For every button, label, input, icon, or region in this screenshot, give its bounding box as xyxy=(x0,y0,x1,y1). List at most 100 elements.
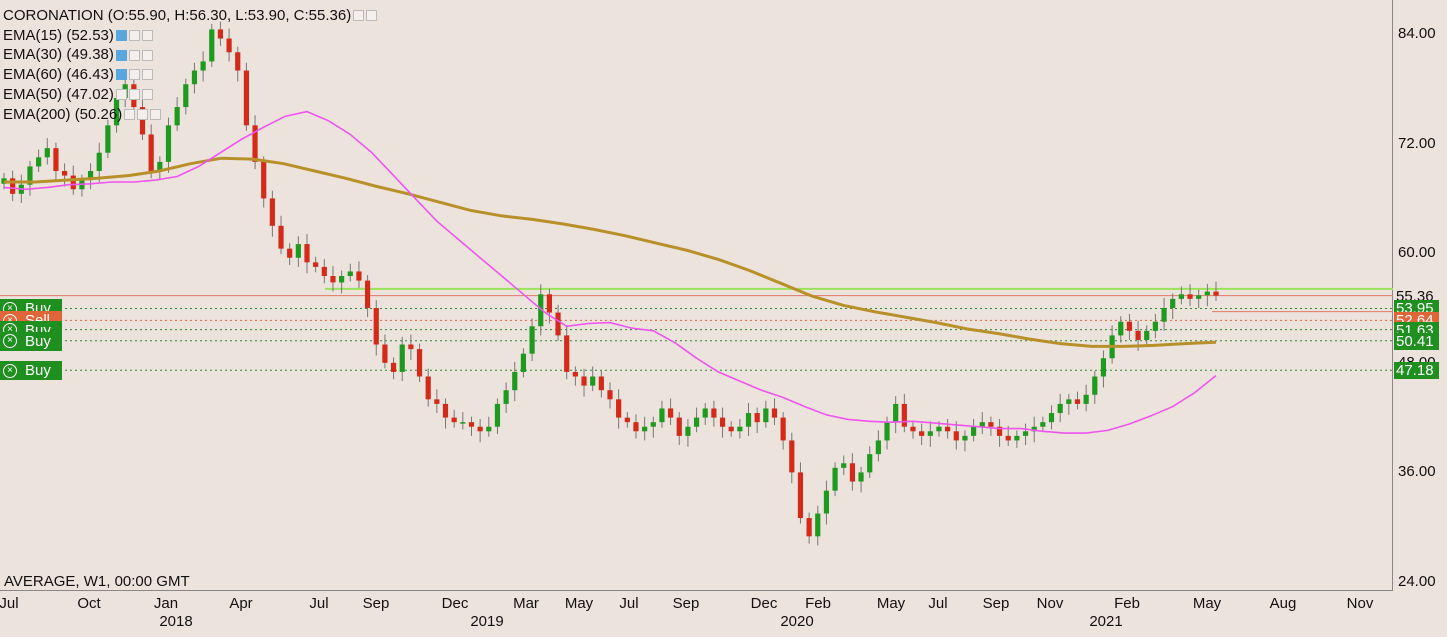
candle-body xyxy=(477,426,483,432)
x-tick-label: Feb xyxy=(805,595,831,612)
close-icon[interactable] xyxy=(141,89,153,101)
legend-ema50: EMA(50) (47.02) xyxy=(3,85,377,105)
x-year-label: 2019 xyxy=(470,613,504,630)
candle-body xyxy=(1022,431,1029,436)
candle-body xyxy=(607,390,613,400)
close-icon[interactable] xyxy=(141,30,153,42)
settings-icon[interactable] xyxy=(128,89,140,101)
candle-body xyxy=(1118,321,1124,336)
plot-area[interactable]: CORONATION (O:55.90, H:56.30, L:53.90, C… xyxy=(0,0,1393,591)
candle-body xyxy=(105,125,111,153)
x-tick-label: May xyxy=(564,595,594,612)
settings-icon[interactable] xyxy=(353,10,365,22)
price-tag: 55.36 xyxy=(1394,287,1439,305)
ema-long-line xyxy=(4,156,1217,348)
candle-body xyxy=(771,408,778,418)
close-icon[interactable] xyxy=(141,69,153,81)
candle-body xyxy=(261,161,267,199)
candle-body xyxy=(893,403,899,423)
candle-body xyxy=(1196,295,1202,299)
candle-body xyxy=(1204,291,1210,296)
buy-order-tag[interactable]: × Buy xyxy=(0,331,62,351)
candle-body xyxy=(841,463,847,468)
chart-footer-label: AVERAGE, W1, 00:00 GMT xyxy=(4,573,190,590)
candle-body xyxy=(1170,298,1176,308)
close-icon[interactable] xyxy=(150,108,162,120)
buy-order-tag[interactable]: × Buy xyxy=(0,361,62,381)
x-tick-label: Jul xyxy=(309,595,329,612)
legend-title: CORONATION (O:55.90, H:56.30, L:53.90, C… xyxy=(3,7,352,24)
legend-ema50-label: EMA(50) (47.02) xyxy=(3,85,114,103)
close-order-icon[interactable]: × xyxy=(3,363,17,378)
x-tick-label: Mar xyxy=(513,595,539,612)
candle-body xyxy=(217,29,224,39)
x-year-label: 2021 xyxy=(1089,613,1123,630)
candle-body xyxy=(174,107,180,126)
legend-ema30: EMA(30) (49.38) xyxy=(3,45,377,65)
settings-icon[interactable] xyxy=(128,30,140,42)
legend-ema15: EMA(15) (52.53) xyxy=(3,26,377,46)
candle-body xyxy=(702,408,708,418)
time-axis[interactable] xyxy=(0,591,1447,637)
close-icon[interactable] xyxy=(366,10,378,22)
x-tick-label: Apr xyxy=(229,595,253,612)
candle-body xyxy=(797,472,804,519)
price-tag: 50.41 xyxy=(1394,332,1439,350)
legend-ema200-label: EMA(200) (50.26) xyxy=(3,105,123,123)
candle-body xyxy=(529,326,535,354)
candle-body xyxy=(642,426,648,432)
candle-body xyxy=(339,276,345,283)
close-icon[interactable] xyxy=(141,49,153,61)
x-tick-label: Sep xyxy=(982,595,1010,612)
candle-body xyxy=(44,148,50,158)
candle-body xyxy=(815,513,821,537)
candle-body xyxy=(728,426,734,432)
eye-icon[interactable] xyxy=(115,89,127,101)
legend-ema200: EMA(200) (50.26) xyxy=(3,105,377,125)
settings-icon[interactable] xyxy=(137,108,149,120)
eye-icon[interactable] xyxy=(115,69,127,81)
close-order-icon[interactable]: × xyxy=(3,334,17,349)
legend-ema15-label: EMA(15) (52.53) xyxy=(3,26,114,44)
x-tick-label: Jul xyxy=(0,595,19,612)
settings-icon[interactable] xyxy=(128,49,140,61)
x-tick-label: Dec xyxy=(750,595,778,612)
candle-body xyxy=(113,97,120,126)
legend-ema30-label: EMA(30) (49.38) xyxy=(3,46,114,64)
candle-body xyxy=(252,125,258,162)
candle-body xyxy=(87,171,94,181)
candle-body xyxy=(191,70,198,85)
settings-icon[interactable] xyxy=(128,69,140,81)
candle-body xyxy=(1092,376,1098,395)
candle-body xyxy=(806,518,812,537)
candle-body xyxy=(1126,321,1133,331)
candle-body xyxy=(313,262,319,267)
candle-body xyxy=(408,344,414,350)
candle-body xyxy=(953,431,959,441)
candle-body xyxy=(1144,330,1150,340)
candle-body xyxy=(538,294,544,327)
candle-body xyxy=(243,70,249,126)
price-chart xyxy=(0,21,1393,546)
eye-icon[interactable] xyxy=(115,49,127,61)
candle-body xyxy=(598,376,604,391)
candle-body xyxy=(330,276,336,283)
x-tick-label: Jul xyxy=(619,595,639,612)
candle-body xyxy=(936,426,942,432)
candle-body xyxy=(737,426,743,432)
candle-body xyxy=(1178,294,1184,299)
candle-body xyxy=(1187,294,1193,299)
order-label: Buy xyxy=(25,362,51,380)
candle-body xyxy=(711,408,717,418)
candle-body xyxy=(979,422,985,427)
candle-body xyxy=(988,422,994,427)
candle-body xyxy=(676,417,682,436)
candle-body xyxy=(555,312,561,336)
candle-body xyxy=(616,399,622,418)
candle-body xyxy=(434,399,440,404)
candle-body xyxy=(1048,413,1055,423)
candle-body xyxy=(693,417,700,427)
eye-icon[interactable] xyxy=(124,108,136,120)
eye-icon[interactable] xyxy=(115,30,127,42)
